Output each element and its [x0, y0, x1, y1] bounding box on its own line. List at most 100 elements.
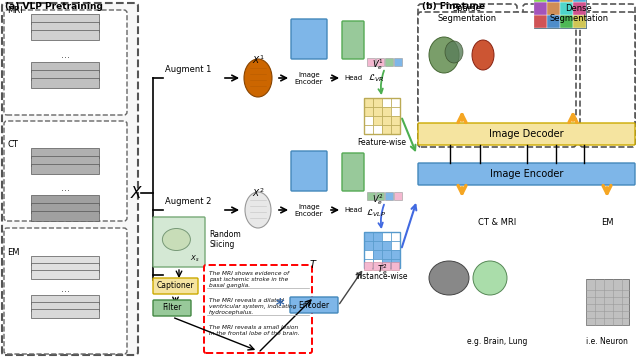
Text: Augment 1: Augment 1	[165, 65, 211, 74]
Bar	[31, 22, 99, 32]
Text: i.e. Neuron: i.e. Neuron	[586, 337, 628, 346]
Bar	[31, 195, 99, 205]
Bar	[364, 232, 400, 268]
Text: $\mathit{X}$: $\mathit{X}$	[131, 185, 144, 201]
Text: CT & MRI: CT & MRI	[478, 218, 516, 227]
Bar	[534, 15, 547, 28]
FancyBboxPatch shape	[523, 4, 635, 126]
Text: Image Encoder: Image Encoder	[490, 169, 563, 179]
FancyBboxPatch shape	[4, 10, 127, 115]
Bar	[367, 58, 375, 66]
Ellipse shape	[429, 261, 469, 295]
Text: $X_s$: $X_s$	[190, 254, 200, 264]
Text: $\mathit{X}^2$: $\mathit{X}^2$	[252, 187, 264, 199]
Bar	[573, 0, 586, 2]
FancyBboxPatch shape	[342, 153, 364, 191]
FancyBboxPatch shape	[291, 19, 327, 59]
Bar	[573, 2, 586, 15]
Bar	[373, 98, 382, 107]
Text: Encoder: Encoder	[298, 301, 330, 310]
Text: Head: Head	[344, 75, 362, 81]
Bar	[560, 2, 573, 15]
Bar	[31, 30, 99, 40]
Bar	[382, 259, 391, 268]
Bar	[586, 279, 629, 325]
Ellipse shape	[429, 37, 459, 73]
Bar	[31, 164, 99, 174]
Text: ...: ...	[61, 183, 70, 193]
Bar	[376, 58, 384, 66]
FancyBboxPatch shape	[342, 21, 364, 59]
Text: Random
Slicing: Random Slicing	[209, 230, 241, 249]
Ellipse shape	[445, 41, 463, 63]
FancyBboxPatch shape	[4, 228, 127, 354]
Bar	[364, 259, 373, 268]
Bar	[373, 116, 382, 125]
Bar	[31, 270, 99, 279]
Text: $V_e^1$: $V_e^1$	[372, 57, 384, 72]
Text: Sparse
Segmentation: Sparse Segmentation	[437, 4, 497, 23]
Bar	[31, 256, 99, 265]
Bar	[534, 2, 547, 15]
Bar	[31, 203, 99, 213]
Ellipse shape	[472, 40, 494, 70]
Text: The MRI shows evidence of
past ischemic stroke in the
basal ganglia.: The MRI shows evidence of past ischemic …	[209, 271, 289, 289]
Text: Image Decoder: Image Decoder	[489, 129, 564, 139]
Bar	[394, 192, 402, 200]
Text: Head: Head	[344, 207, 362, 213]
Bar	[391, 241, 400, 250]
Bar	[573, 15, 586, 28]
Bar	[373, 250, 382, 259]
Text: Feature-wise: Feature-wise	[358, 138, 406, 147]
Text: Instance-wise: Instance-wise	[356, 272, 408, 281]
Bar	[382, 250, 391, 259]
FancyBboxPatch shape	[418, 123, 635, 145]
Bar	[385, 58, 393, 66]
Text: $T_e^2$: $T_e^2$	[376, 262, 387, 277]
Bar	[394, 58, 402, 66]
Bar	[391, 98, 400, 107]
Text: Captioner: Captioner	[157, 281, 195, 290]
Bar	[31, 263, 99, 272]
Bar	[364, 262, 372, 270]
FancyBboxPatch shape	[418, 12, 576, 147]
FancyBboxPatch shape	[204, 265, 312, 353]
Bar	[391, 262, 399, 270]
FancyBboxPatch shape	[418, 4, 517, 126]
Bar	[391, 259, 400, 268]
Bar	[560, 0, 573, 2]
Bar	[382, 241, 391, 250]
Bar	[391, 232, 400, 241]
Bar	[31, 295, 99, 304]
Bar	[373, 241, 382, 250]
Bar	[547, 2, 560, 15]
Bar	[364, 98, 400, 134]
FancyBboxPatch shape	[580, 12, 635, 147]
Text: $\mathit{X}^1$: $\mathit{X}^1$	[252, 54, 264, 66]
Text: Filter: Filter	[163, 304, 182, 313]
Bar	[385, 192, 393, 200]
Text: Image
Encoder: Image Encoder	[295, 72, 323, 84]
Text: (a) VLP Pretraining: (a) VLP Pretraining	[5, 2, 103, 11]
Text: ...: ...	[61, 50, 70, 60]
Bar	[31, 309, 99, 318]
FancyBboxPatch shape	[291, 151, 327, 191]
Ellipse shape	[163, 228, 191, 251]
Bar	[391, 107, 400, 116]
Bar	[31, 156, 99, 166]
FancyBboxPatch shape	[153, 217, 205, 267]
Text: The MRI reveals a small lesion
in the frontal lobe of the brain.: The MRI reveals a small lesion in the fr…	[209, 325, 300, 336]
Text: *: *	[276, 297, 284, 315]
Bar	[382, 232, 391, 241]
Bar	[364, 241, 373, 250]
Bar	[31, 70, 99, 80]
Text: (b) Finetune: (b) Finetune	[422, 2, 485, 11]
FancyBboxPatch shape	[418, 163, 635, 185]
Bar	[547, 0, 560, 2]
Bar	[547, 15, 560, 28]
FancyBboxPatch shape	[153, 278, 198, 294]
Bar	[560, 15, 573, 28]
Text: e.g. Brain, Lung: e.g. Brain, Lung	[467, 337, 527, 346]
Bar	[364, 232, 373, 241]
Bar	[382, 125, 391, 134]
